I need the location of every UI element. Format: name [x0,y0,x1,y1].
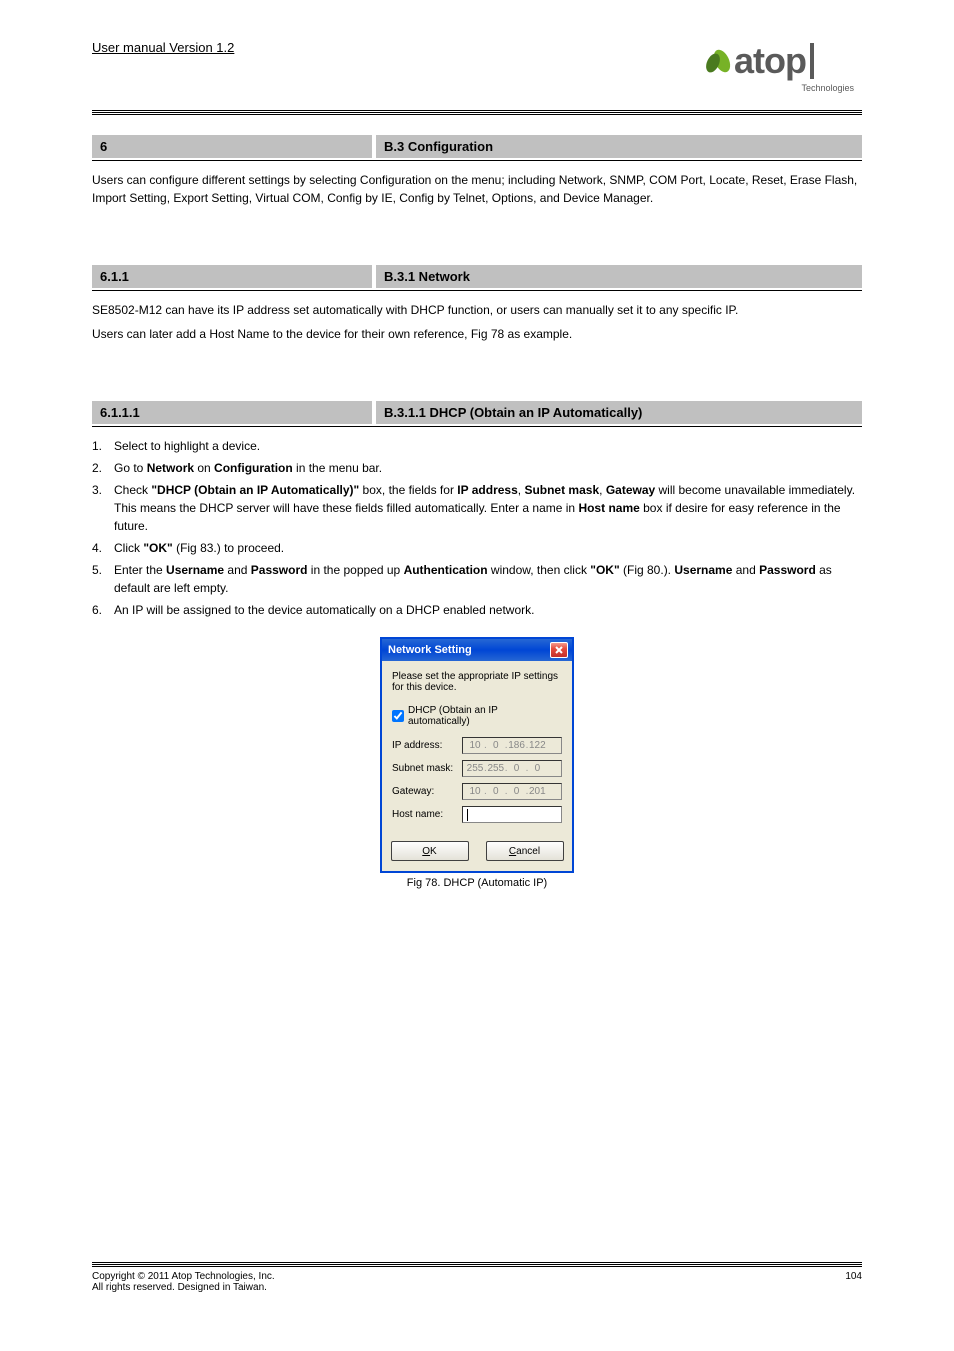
dialog-title: Network Setting [388,644,472,656]
ip-input: 255.255.0.0 [462,760,562,777]
section-underline [92,160,862,161]
section-number: 6.1.1 [92,265,372,288]
dhcp-checkbox-row[interactable]: DHCP (Obtain an IP automatically) [392,705,562,727]
ok-button[interactable]: OK [391,841,469,861]
dialog-instruction: Please set the appropriate IP settings f… [392,671,562,693]
section-title: B.3.1 Network [376,265,862,288]
field-label: Host name: [392,809,462,820]
section-title: B.3 Configuration [376,135,862,158]
section-title: B.3.1.1 DHCP (Obtain an IP Automatically… [376,401,862,424]
dialog-field-row: Subnet mask:255.255.0.0 [392,760,562,777]
field-label: Subnet mask: [392,763,462,774]
ip-input: 10.0.0.201 [462,783,562,800]
bullet-item: 5.Enter the Username and Password in the… [92,561,862,597]
dhcp-checkbox-label: DHCP (Obtain an IP automatically) [408,705,562,727]
close-button[interactable] [550,642,568,658]
network-setting-dialog: Network Setting Please set the appropria… [380,637,574,873]
section-heading-row: 6.1.1 B.3.1 Network [92,265,862,288]
dialog-field-row: Host name: [392,806,562,823]
hostname-input[interactable] [462,806,562,823]
logo-text: atop [734,40,806,82]
figure-caption: Fig 78. DHCP (Automatic IP) [380,877,574,889]
bullet-item: 2.Go to Network on Configuration in the … [92,459,862,477]
dialog-titlebar: Network Setting [382,639,572,661]
header-rule [92,110,862,115]
bullet-item: 4.Click "OK" (Fig 83.) to proceed. [92,539,862,557]
section-heading-row: 6.1.1.1 B.3.1.1 DHCP (Obtain an IP Autom… [92,401,862,424]
ip-input: 10.0.186.122 [462,737,562,754]
section-number: 6.1.1.1 [92,401,372,424]
dialog-field-row: Gateway:10.0.0.201 [392,783,562,800]
section-underline [92,426,862,427]
section-body: SE8502-M12 can have its IP address set a… [92,301,862,343]
bullet-item: 3.Check "DHCP (Obtain an IP Automaticall… [92,481,862,535]
page-number: 104 [845,1271,862,1293]
section-heading-row: 6 B.3 Configuration [92,135,862,158]
field-label: IP address: [392,740,462,751]
cancel-button[interactable]: Cancel [486,841,564,861]
bullet-item: 1.Select to highlight a device. [92,437,862,455]
section-body: Users can configure different settings b… [92,171,862,207]
dialog-field-row: IP address:10.0.186.122 [392,737,562,754]
section-underline [92,290,862,291]
bullet-item: 6.An IP will be assigned to the device a… [92,601,862,619]
logo-subtext: Technologies [801,83,854,93]
dhcp-checkbox[interactable] [392,710,404,722]
section-number: 6 [92,135,372,158]
field-label: Gateway: [392,786,462,797]
page-footer: Copyright © 2011 Atop Technologies, Inc.… [92,1262,862,1293]
brand-logo: atop Technologies [702,40,862,95]
section-body-bullets: 1.Select to highlight a device. 2.Go to N… [92,437,862,619]
footer-copyright: Copyright © 2011 Atop Technologies, Inc.… [92,1271,275,1293]
